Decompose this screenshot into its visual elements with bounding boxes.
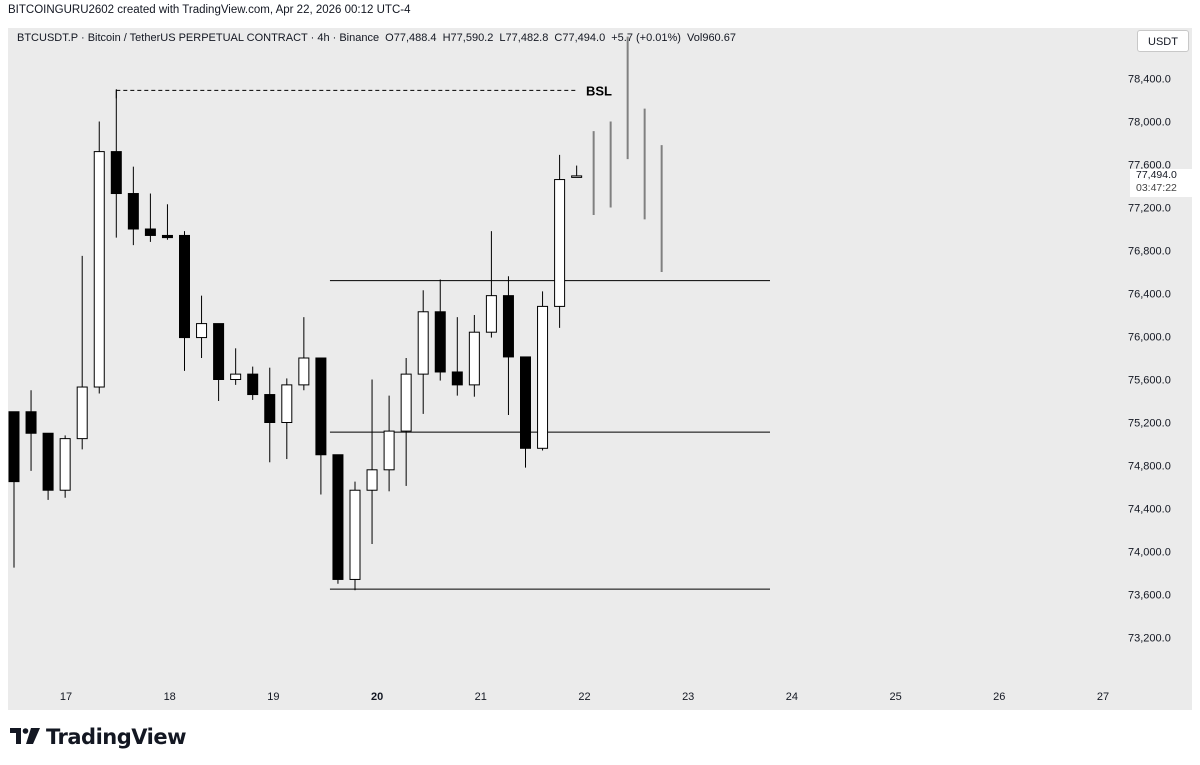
y-tick-label: 73,600.0 bbox=[1128, 590, 1171, 602]
candle-body bbox=[213, 323, 225, 381]
ohlc-close: C77,494.0 bbox=[554, 32, 606, 44]
y-tick-label: 75,600.0 bbox=[1128, 375, 1171, 387]
x-tick-label: 18 bbox=[164, 691, 176, 703]
chart-caption: BITCOINGURU2602 created with TradingView… bbox=[8, 4, 411, 16]
y-tick-label: 74,000.0 bbox=[1128, 547, 1171, 559]
ohlc-open: O77,488.4 bbox=[385, 32, 437, 44]
y-tick-label: 76,400.0 bbox=[1128, 289, 1171, 301]
candle-body bbox=[144, 228, 156, 236]
candle-body bbox=[571, 175, 583, 178]
candle-body bbox=[451, 371, 463, 386]
candle-body bbox=[161, 234, 173, 239]
y-tick-label: 76,800.0 bbox=[1128, 246, 1171, 258]
y-tick-label: 74,400.0 bbox=[1128, 504, 1171, 516]
candle-body bbox=[59, 438, 71, 491]
last-price-tag: 77,494.0 03:47:22 bbox=[1130, 169, 1192, 197]
x-tick-label: 27 bbox=[1097, 691, 1109, 703]
candle-body bbox=[417, 311, 429, 375]
tradingview-logo[interactable]: TradingView bbox=[10, 725, 186, 749]
y-tick-label: 78,000.0 bbox=[1128, 117, 1171, 129]
candle-body bbox=[127, 193, 139, 230]
candle-body bbox=[554, 179, 566, 307]
candle-body bbox=[8, 411, 20, 483]
x-tick-label: 19 bbox=[267, 691, 279, 703]
candle-body bbox=[247, 373, 259, 396]
tradingview-logo-text: TradingView bbox=[46, 725, 186, 749]
symbol-description[interactable]: BTCUSDT.P · Bitcoin / TetherUS PERPETUAL… bbox=[17, 32, 380, 44]
candle-body bbox=[179, 234, 190, 339]
candle-body bbox=[468, 331, 480, 386]
y-tick-label: 74,800.0 bbox=[1128, 461, 1171, 473]
candle-body bbox=[315, 357, 327, 456]
chart-area[interactable] bbox=[8, 28, 1192, 710]
candle-body bbox=[281, 384, 293, 423]
y-tick-label: 76,000.0 bbox=[1128, 332, 1171, 344]
y-tick-label: 73,200.0 bbox=[1128, 633, 1171, 645]
candle-body bbox=[434, 311, 446, 373]
candle-body bbox=[42, 432, 54, 491]
x-tick-label: 26 bbox=[993, 691, 1005, 703]
candle-body bbox=[537, 305, 549, 449]
candle-body bbox=[485, 295, 497, 333]
currency-button[interactable]: USDT bbox=[1137, 30, 1189, 52]
x-tick-label: 23 bbox=[682, 691, 694, 703]
candle-body bbox=[298, 357, 310, 386]
candle-body bbox=[76, 386, 88, 440]
candle-body bbox=[502, 295, 514, 358]
candle-body bbox=[332, 454, 344, 580]
y-tick-label: 77,600.0 bbox=[1128, 160, 1171, 172]
last-price-value: 77,494.0 bbox=[1136, 169, 1177, 181]
symbol-legend: BTCUSDT.P · Bitcoin / TetherUS PERPETUAL… bbox=[17, 32, 739, 44]
candle-body bbox=[25, 411, 37, 434]
y-tick-label: 77,200.0 bbox=[1128, 203, 1171, 215]
candle-body bbox=[400, 373, 412, 432]
ohlc-high: H77,590.2 bbox=[442, 32, 494, 44]
candle-body bbox=[110, 151, 122, 195]
y-tick-label: 78,400.0 bbox=[1128, 74, 1171, 86]
x-tick-label: 25 bbox=[889, 691, 901, 703]
x-tick-label: 20 bbox=[371, 691, 383, 703]
candle-body bbox=[264, 394, 276, 423]
y-tick-label: 75,200.0 bbox=[1128, 418, 1171, 430]
tradingview-logo-icon bbox=[10, 725, 40, 749]
candle-body bbox=[383, 430, 395, 471]
x-tick-label: 17 bbox=[60, 691, 72, 703]
x-tick-label: 21 bbox=[475, 691, 487, 703]
candle-body bbox=[520, 356, 531, 449]
x-tick-label: 22 bbox=[578, 691, 590, 703]
ohlc-low: L77,482.8 bbox=[499, 32, 549, 44]
bsl-label: BSL bbox=[586, 83, 612, 98]
candle-body bbox=[366, 469, 378, 491]
ohlc-change: +5.7 (+0.01%) bbox=[611, 32, 681, 44]
x-tick-label: 24 bbox=[786, 691, 798, 703]
candle-body bbox=[349, 489, 361, 580]
bar-countdown: 03:47:22 bbox=[1136, 182, 1177, 194]
candle-body bbox=[196, 323, 208, 339]
candle-body bbox=[230, 373, 242, 380]
candle-body bbox=[93, 151, 105, 388]
ohlc-volume: Vol960.67 bbox=[687, 32, 736, 44]
